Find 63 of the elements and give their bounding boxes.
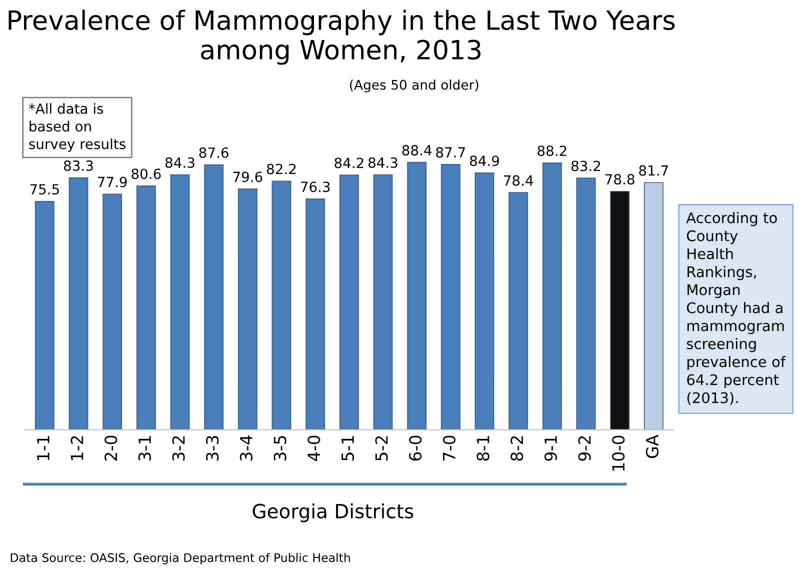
data-label: 83.3 xyxy=(64,160,93,171)
data-label: 87.6 xyxy=(199,147,228,158)
bar xyxy=(407,162,427,430)
x-tick-label: 1-1 xyxy=(37,436,50,460)
data-label: 84.3 xyxy=(165,157,194,168)
x-tick-label: 7-0 xyxy=(442,436,456,460)
x-tick-label: 9-2 xyxy=(578,436,591,461)
data-label: 77.9 xyxy=(98,176,127,188)
x-tick-label: 3-5 xyxy=(274,436,286,461)
data-label: 88.4 xyxy=(402,144,432,156)
data-label: 84.3 xyxy=(368,157,398,168)
x-tick-label: 6-0 xyxy=(409,436,422,461)
bar xyxy=(102,194,122,430)
x-tick-label: 3-4 xyxy=(240,436,252,461)
data-label: 81.7 xyxy=(639,165,668,176)
bar xyxy=(373,174,393,430)
bar xyxy=(644,182,664,430)
x-tick-label: 3-2 xyxy=(172,436,185,461)
x-tick-label: 4-0 xyxy=(308,436,320,462)
data-label: 83.2 xyxy=(571,160,600,172)
data-label: 75.5 xyxy=(30,184,59,195)
bar xyxy=(136,186,156,430)
bar xyxy=(339,174,359,430)
x-tick-label: 3-3 xyxy=(206,436,219,461)
bar xyxy=(170,174,190,430)
data-label: 78.4 xyxy=(504,175,534,186)
bar xyxy=(474,172,494,430)
bar xyxy=(68,177,88,430)
text: According to County Health Rankings, Morgan County had a mammogram screening prevalence of 64.2 percent (2013). xyxy=(686,212,786,405)
data-label: 79.6 xyxy=(233,172,262,182)
x-tick-label: 3-1 xyxy=(138,436,151,461)
x-tick-label: 8-1 xyxy=(476,436,490,461)
chart-subtitle: (Ages 50 and older) xyxy=(350,80,478,92)
data-label: 80.6 xyxy=(132,168,161,180)
bar xyxy=(272,180,292,430)
bar xyxy=(34,200,54,430)
data-label: 78.8 xyxy=(606,174,634,185)
bar xyxy=(542,162,562,430)
data-label: 84.9 xyxy=(470,156,499,166)
bar xyxy=(306,198,326,430)
x-tick-label: 10-0 xyxy=(612,436,625,471)
data-label: 84.2 xyxy=(334,158,364,168)
bar xyxy=(238,188,258,430)
x-tick-label: GA xyxy=(646,434,658,458)
data-label: 87.7 xyxy=(436,147,465,158)
bar xyxy=(610,190,630,430)
data-label: 76.3 xyxy=(301,182,330,192)
x-tick-label: 2-0 xyxy=(104,436,118,461)
bar xyxy=(204,164,224,430)
bar xyxy=(576,178,596,430)
chart-title: Prevalence of Mammography in the Last Two Years among Women, 2013 xyxy=(8,10,675,65)
x-tick-label: 9-1 xyxy=(544,436,557,461)
x-axis-title: Georgia Districts xyxy=(252,503,414,522)
data-label: 88.2 xyxy=(538,146,566,156)
data-label: 82.2 xyxy=(266,164,296,174)
x-tick-label: 1-2 xyxy=(70,436,84,460)
source-note: Data Source: OASIS, Georgia Department of Public Health xyxy=(10,552,350,564)
x-tick-label: 5-2 xyxy=(375,436,388,461)
bar xyxy=(508,192,528,430)
text: *All data is based on survey results xyxy=(28,103,126,152)
x-tick-label: 8-2 xyxy=(510,436,524,461)
x-tick-label: 5-1 xyxy=(342,436,354,461)
bar xyxy=(440,164,460,430)
